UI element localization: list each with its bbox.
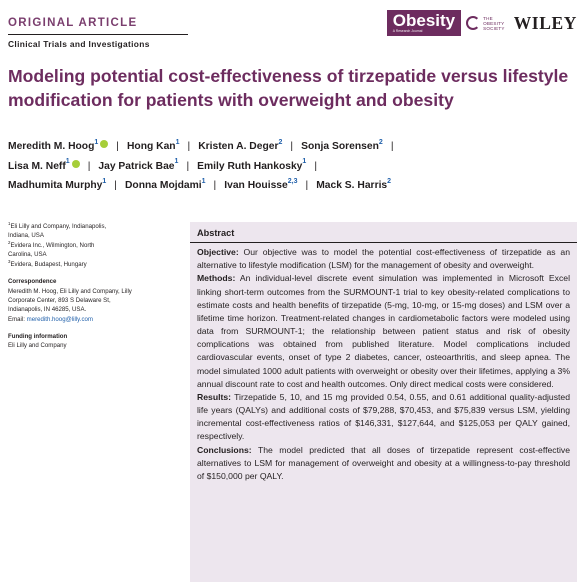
correspondence-text: Meredith M. Hoog, Eli Lilly and Company,… — [8, 287, 132, 323]
society-logo[interactable]: THE OBESITY SOCIETY — [466, 16, 505, 31]
abstract-box: Abstract Objective: Our objective was to… — [190, 222, 577, 582]
author-item[interactable]: Hong Kan1 — [126, 138, 180, 152]
author-item[interactable]: Donna Mojdami1 — [124, 177, 206, 191]
author-separator: | — [87, 160, 91, 172]
header-divider — [8, 34, 188, 35]
author-item[interactable]: Kristen A. Deger2 — [198, 138, 283, 152]
abstract-heading: Abstract — [190, 227, 577, 244]
funding-text: Eli Lilly and Company — [8, 342, 67, 350]
author-separator: | — [213, 180, 217, 191]
publisher-logo[interactable]: WILEY — [513, 12, 577, 33]
correspondence-heading: Correspondence — [8, 278, 57, 286]
journal-logo[interactable]: Obesity A Research Journal — [386, 10, 462, 36]
section-label: Clinical Trials and Investigations — [8, 39, 150, 49]
journal-name: Obesity — [392, 11, 456, 30]
author-item[interactable]: Ivan Houisse2,3 — [224, 177, 298, 191]
author-separator: | — [305, 180, 309, 191]
author-separator: | — [390, 141, 394, 152]
article-type: ORIGINAL ARTICLE — [8, 17, 138, 29]
author-item[interactable]: Mack S. Harris2 — [316, 177, 392, 191]
author-list: Meredith M. Hoog1 | Hong Kan1 | Kristen A. D… — [8, 137, 578, 196]
society-icon — [466, 16, 481, 30]
funding-heading: Funding information — [8, 332, 68, 340]
author-separator: | — [114, 180, 117, 191]
abstract-results: Results: Tirzepatide 5, 10, and 15 mg pr… — [197, 391, 571, 442]
author-separator: | — [116, 141, 119, 152]
affiliation: 3Evidera, Budapest, Hungary — [8, 259, 87, 269]
author-separator: | — [186, 160, 190, 172]
email-link[interactable]: meredith.hoog@lilly.com — [26, 315, 93, 323]
journal-masthead: Obesity A Research Journal THE OBESITY S… — [386, 10, 577, 36]
abstract-objective: Objective: Our objective was to model th… — [197, 247, 570, 271]
orcid-icon[interactable] — [71, 159, 80, 168]
author-item[interactable]: Emily Ruth Hankosky1 — [197, 158, 307, 172]
author-separator: | — [290, 141, 294, 152]
journal-subtitle: A Research Journal — [392, 29, 423, 33]
abstract-methods: Methods: An individual-level discrete ev… — [197, 273, 570, 389]
author-item[interactable]: Sonja Sorensen2 — [301, 138, 383, 152]
orcid-icon[interactable] — [100, 140, 109, 148]
abstract-conclusions: Conclusions: The model predicted that al… — [197, 444, 570, 481]
author-item[interactable]: Madhumita Murphy1 — [8, 177, 107, 191]
article-title: Modeling potential cost-effectiveness of… — [8, 66, 569, 110]
author-item[interactable]: Jay Patrick Bae1 — [98, 158, 179, 172]
society-name: THE OBESITY SOCIETY — [483, 15, 505, 31]
affiliation: 1Eli Lilly and Company, Indianapolis, Ind… — [8, 220, 107, 240]
article-sidebar: 1Eli Lilly and Company, Indianapolis, Ind… — [8, 220, 180, 351]
author-separator: | — [187, 141, 191, 152]
author-separator: | — [314, 160, 318, 172]
affiliation: 2Evidera Inc., Wilmington, North Carolina… — [8, 240, 95, 259]
author-item[interactable]: Lisa M. Neff1 — [8, 158, 80, 172]
article-header: ORIGINAL ARTICLE Clinical Trials and Inv… — [8, 17, 188, 49]
author-item[interactable]: Meredith M. Hoog1 — [8, 139, 109, 152]
